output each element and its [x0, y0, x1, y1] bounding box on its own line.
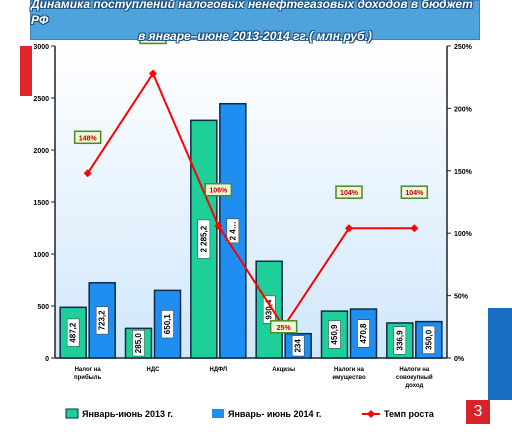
- category-label: Налог на: [75, 367, 102, 373]
- bar-label-box: [95, 306, 109, 335]
- plot-area: [55, 46, 447, 358]
- bar-label-box: [291, 335, 305, 357]
- right-axis: 0% 50% 100% 150% 200% 250%: [446, 44, 473, 363]
- growth-label: 104%: [340, 190, 359, 197]
- category-label: имущество: [332, 375, 366, 381]
- legend-label-growth: Темп роста: [384, 409, 435, 419]
- bar-label-box: [66, 318, 80, 347]
- bar-label-box: [422, 325, 436, 354]
- growth-marker: [149, 69, 157, 78]
- growth-label-box: [335, 185, 363, 199]
- left-tick-label: 2500: [33, 96, 49, 103]
- growth-marker: [214, 221, 223, 230]
- right-tick-label: 250%: [454, 44, 473, 51]
- right-tick-label: 150%: [454, 169, 473, 176]
- growth-label: 148%: [79, 135, 98, 142]
- bar-label: 487,2: [69, 322, 78, 343]
- category-label: прибыль: [74, 374, 102, 381]
- title-line-2: в январе–июне 2013-2014 гг.( млн.руб.): [138, 29, 372, 43]
- bar-label: 2 4…: [228, 221, 237, 240]
- bar-label-box: [226, 218, 240, 244]
- growth-label-box: [204, 182, 233, 197]
- left-tick-label: 0: [45, 356, 49, 363]
- bar-label: 470,8: [359, 323, 368, 344]
- left-tick-label: 1000: [33, 252, 49, 259]
- bar-label: 723,2: [98, 310, 107, 331]
- legend: Январь-июнь 2013 г. Январь- июнь 2014 г. Т…: [65, 408, 435, 419]
- legend-line-marker: [367, 410, 375, 418]
- title-box: Динамика поступлений налоговых ненефтега…: [30, 0, 480, 43]
- growth-marker: [345, 224, 353, 233]
- category-label: Налоги на: [334, 367, 365, 373]
- right-tick-label: 50%: [454, 294, 469, 301]
- right-tick-label: 100%: [454, 231, 473, 238]
- title-line-1: Динамика поступлений налоговых ненефтега…: [31, 0, 473, 27]
- left-tick-label: 3000: [33, 44, 49, 51]
- left-tick-label: 2000: [33, 148, 49, 155]
- bar-label-box: [357, 319, 370, 348]
- category-label: НДС: [147, 367, 161, 373]
- bar-label: 450,9: [330, 324, 339, 345]
- bar-label: 350,0: [424, 329, 433, 350]
- growth-line-path: [86, 71, 415, 329]
- bar-label-box: [161, 310, 174, 339]
- bar-label: 2 285,2: [199, 225, 208, 252]
- growth-label-box: [269, 320, 298, 334]
- category-label: совокупный: [396, 374, 433, 381]
- right-tick-label: 0%: [454, 356, 465, 363]
- growth-label: 104%: [405, 190, 424, 197]
- left-tick-label: 500: [37, 304, 49, 311]
- growth-label: 25%: [277, 325, 292, 332]
- bar-label-box: [328, 320, 341, 349]
- accent-bar-blue: [488, 308, 512, 400]
- right-tick-label: 200%: [454, 106, 473, 113]
- left-axis: 0 500 1000 1500 2000 2500 3000: [33, 44, 447, 363]
- bar-label: 930,4: [265, 299, 274, 320]
- legend-swatch-2013: [65, 408, 79, 419]
- left-tick-label: 1500: [33, 200, 49, 207]
- legend-label-2013: Январь-июнь 2013 г.: [82, 409, 173, 419]
- bar-labels: 487,2 285,0 2 285,2 930,4 450,9 336,9 723,2 650…: [66, 218, 436, 357]
- bar-label: 336,9: [395, 330, 404, 351]
- bar-label: 650,1: [163, 314, 172, 335]
- slide-number: 3: [466, 400, 490, 424]
- bar-label-box: [132, 330, 145, 357]
- growth-marker: [83, 169, 92, 178]
- growth-label-box: [400, 185, 429, 199]
- bar-label-box: [197, 219, 211, 259]
- bar-label: 285,0: [134, 333, 143, 354]
- growth-marker: [410, 224, 419, 233]
- bar-label-box: [262, 295, 276, 324]
- category-label: Акцизы: [272, 367, 295, 373]
- bar-2014: [88, 282, 116, 359]
- legend-label-2014: Январь- июнь 2014 г.: [228, 409, 321, 419]
- category-label: Налоги на: [399, 367, 430, 373]
- bar-label: 234: [294, 339, 303, 353]
- growth-label: 106%: [209, 188, 228, 195]
- accent-bar-red: [20, 46, 32, 96]
- category-label: доход: [405, 383, 423, 389]
- bar-2014: [153, 289, 182, 359]
- bar-label-box: [393, 326, 407, 355]
- growth-label-box: [73, 130, 102, 145]
- legend-swatch-2014: [212, 409, 224, 418]
- category-label: НДФЛ: [210, 367, 228, 373]
